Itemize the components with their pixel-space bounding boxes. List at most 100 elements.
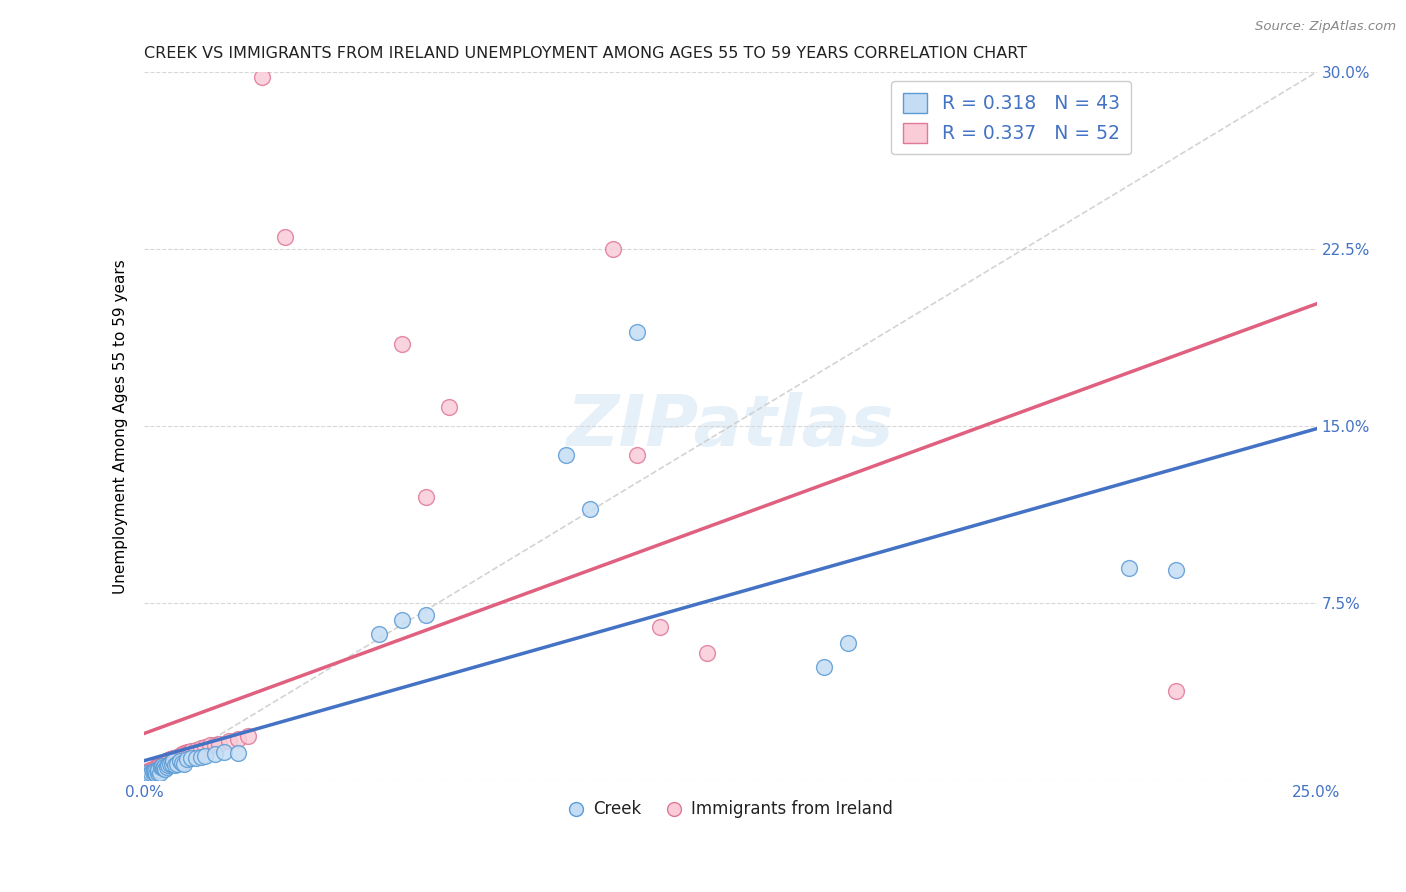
Point xyxy=(166,756,188,771)
Point xyxy=(149,758,172,772)
Point xyxy=(159,752,181,766)
Point xyxy=(813,660,835,674)
Point xyxy=(391,613,413,627)
Point xyxy=(1118,561,1140,575)
Point xyxy=(153,759,176,773)
Point xyxy=(148,763,170,777)
Point xyxy=(142,764,165,778)
Point xyxy=(837,636,859,650)
Point xyxy=(143,761,166,775)
Point xyxy=(169,748,191,763)
Point xyxy=(143,765,166,780)
Point xyxy=(156,760,179,774)
Point xyxy=(190,749,212,764)
Text: ZIPatlas: ZIPatlas xyxy=(567,392,894,460)
Point xyxy=(177,746,200,760)
Point xyxy=(650,620,672,634)
Point xyxy=(142,764,165,778)
Point xyxy=(170,756,193,770)
Point xyxy=(602,242,624,256)
Point xyxy=(162,751,184,765)
Point xyxy=(169,755,191,769)
Point xyxy=(150,756,173,771)
Point xyxy=(153,756,176,770)
Point xyxy=(135,765,157,780)
Point xyxy=(142,762,165,776)
Point xyxy=(145,762,167,776)
Point xyxy=(149,760,172,774)
Point xyxy=(184,751,207,765)
Point xyxy=(578,501,600,516)
Point xyxy=(226,746,249,760)
Point xyxy=(173,746,195,760)
Point xyxy=(141,763,163,777)
Point xyxy=(415,490,437,504)
Point xyxy=(190,741,212,756)
Point xyxy=(156,758,179,772)
Point xyxy=(184,742,207,756)
Point xyxy=(198,739,221,753)
Point xyxy=(155,756,177,771)
Point xyxy=(1164,683,1187,698)
Point xyxy=(145,760,167,774)
Point xyxy=(626,325,648,339)
Text: CREEK VS IMMIGRANTS FROM IRELAND UNEMPLOYMENT AMONG AGES 55 TO 59 YEARS CORRELAT: CREEK VS IMMIGRANTS FROM IRELAND UNEMPLO… xyxy=(145,46,1028,62)
Point xyxy=(176,745,198,759)
Point xyxy=(180,751,202,765)
Point xyxy=(194,740,217,755)
Point xyxy=(176,752,198,766)
Point xyxy=(156,753,179,767)
Legend: Creek, Immigrants from Ireland: Creek, Immigrants from Ireland xyxy=(561,794,900,825)
Point xyxy=(150,760,173,774)
Point xyxy=(208,737,231,751)
Point xyxy=(152,762,174,776)
Point xyxy=(155,762,177,776)
Point xyxy=(139,764,162,778)
Point xyxy=(391,336,413,351)
Point xyxy=(204,747,226,762)
Point xyxy=(139,766,162,780)
Point xyxy=(437,401,460,415)
Point xyxy=(212,745,235,759)
Text: Source: ZipAtlas.com: Source: ZipAtlas.com xyxy=(1256,20,1396,33)
Point xyxy=(160,752,183,766)
Point xyxy=(173,756,195,771)
Point xyxy=(141,766,163,780)
Point xyxy=(145,766,167,780)
Point xyxy=(152,757,174,772)
Point xyxy=(146,759,169,773)
Y-axis label: Unemployment Among Ages 55 to 59 years: Unemployment Among Ages 55 to 59 years xyxy=(114,259,128,593)
Point xyxy=(194,748,217,763)
Point xyxy=(250,70,273,84)
Point xyxy=(696,646,718,660)
Point xyxy=(149,766,172,780)
Point xyxy=(555,448,578,462)
Point xyxy=(150,759,173,773)
Point xyxy=(274,230,297,244)
Point xyxy=(148,759,170,773)
Point xyxy=(626,448,648,462)
Point xyxy=(415,608,437,623)
Point xyxy=(236,729,259,743)
Point xyxy=(204,738,226,752)
Point xyxy=(226,731,249,746)
Point xyxy=(162,755,184,769)
Point xyxy=(136,764,159,778)
Point xyxy=(163,751,186,765)
Point xyxy=(148,758,170,772)
Point xyxy=(135,766,157,780)
Point xyxy=(160,757,183,772)
Point xyxy=(146,765,169,780)
Point xyxy=(180,744,202,758)
Point xyxy=(138,767,160,781)
Point xyxy=(138,764,160,779)
Point xyxy=(142,765,165,780)
Point xyxy=(218,734,240,748)
Point xyxy=(1164,563,1187,577)
Point xyxy=(166,749,188,764)
Point xyxy=(159,756,181,771)
Point xyxy=(163,758,186,772)
Point xyxy=(156,755,179,769)
Point xyxy=(170,747,193,762)
Point xyxy=(367,627,389,641)
